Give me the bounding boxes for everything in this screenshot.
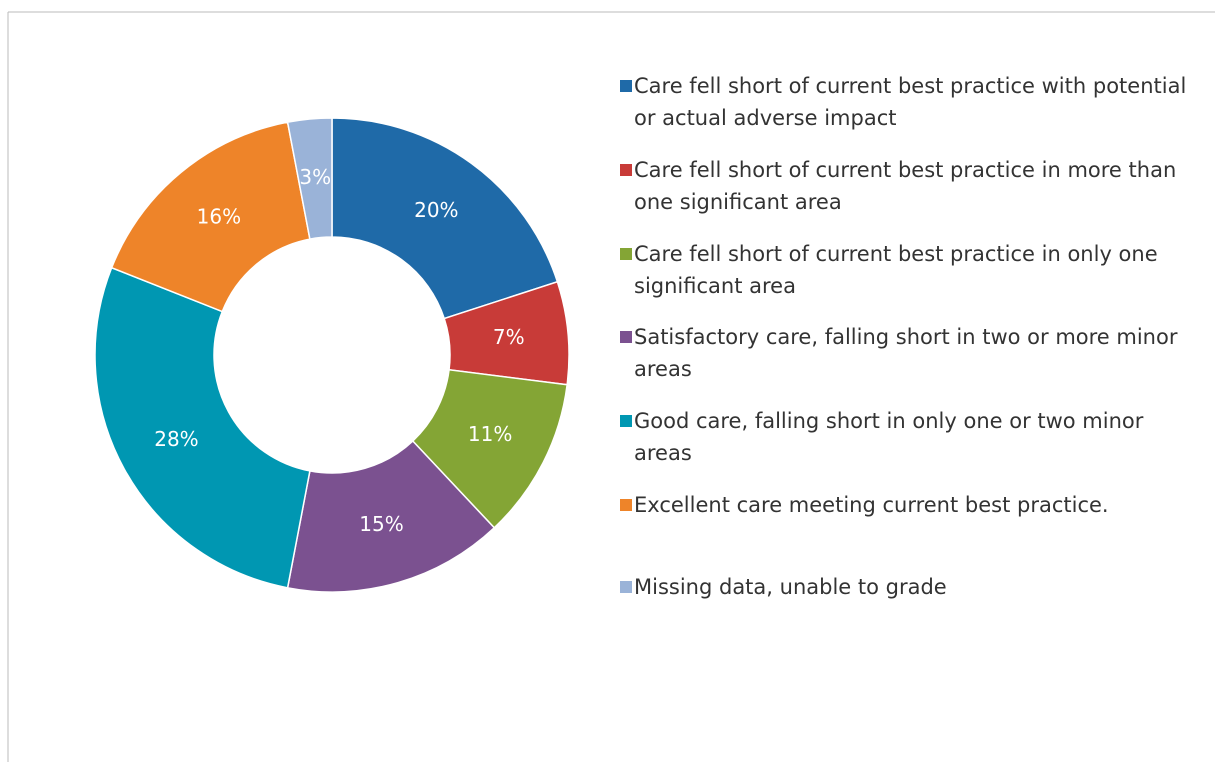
legend-item: Missing data, unable to grade bbox=[620, 571, 1205, 603]
slice bbox=[286, 117, 333, 240]
slice bbox=[331, 117, 559, 320]
data-label: 28% bbox=[154, 427, 198, 451]
legend-item: Excellent care meeting current best prac… bbox=[620, 489, 1205, 521]
legend-label: Good care, falling short in only one or … bbox=[634, 409, 1144, 465]
legend-label: Care fell short of current best practice… bbox=[634, 242, 1158, 298]
legend-label: Care fell short of current best practice… bbox=[634, 158, 1177, 214]
legend-swatch bbox=[620, 415, 632, 427]
legend-item: Care fell short of current best practice… bbox=[620, 154, 1205, 218]
data-label: 15% bbox=[359, 512, 403, 536]
legend-label: Missing data, unable to grade bbox=[634, 575, 947, 599]
legend-swatch bbox=[620, 80, 632, 92]
legend-swatch bbox=[620, 499, 632, 511]
data-label: 16% bbox=[197, 205, 241, 229]
legend-swatch bbox=[620, 331, 632, 343]
data-label: 11% bbox=[468, 422, 512, 446]
data-label: 7% bbox=[493, 325, 525, 349]
legend-item: Care fell short of current best practice… bbox=[620, 70, 1205, 134]
legend-item: Care fell short of current best practice… bbox=[620, 238, 1205, 302]
legend-item: Good care, falling short in only one or … bbox=[620, 405, 1205, 469]
legend-item: Satisfactory care, falling short in two … bbox=[620, 321, 1205, 385]
legend-label: Satisfactory care, falling short in two … bbox=[634, 325, 1178, 381]
legend-swatch bbox=[620, 248, 632, 260]
data-label: 20% bbox=[414, 198, 458, 222]
legend-label: Excellent care meeting current best prac… bbox=[634, 493, 1109, 517]
data-label: 3% bbox=[299, 165, 331, 189]
slice bbox=[286, 439, 496, 593]
legend-swatch bbox=[620, 164, 632, 176]
slice bbox=[110, 121, 311, 313]
slice bbox=[94, 266, 311, 589]
legend-label: Care fell short of current best practice… bbox=[634, 74, 1187, 130]
legend-swatch bbox=[620, 581, 632, 593]
